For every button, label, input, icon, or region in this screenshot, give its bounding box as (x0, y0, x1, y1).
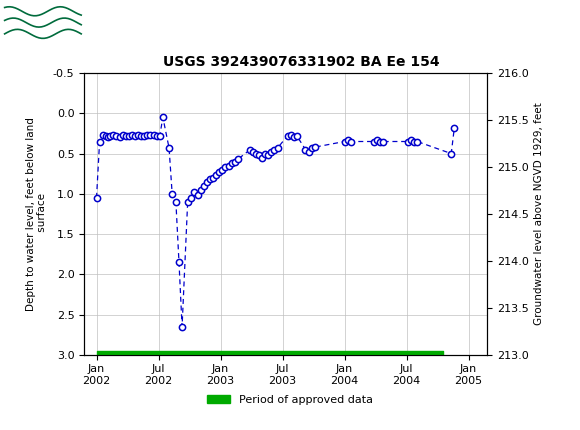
Y-axis label: Groundwater level above NGVD 1929, feet: Groundwater level above NGVD 1929, feet (534, 102, 545, 326)
Text: USGS: USGS (96, 14, 151, 31)
Text: USGS 392439076331902 BA Ee 154: USGS 392439076331902 BA Ee 154 (164, 55, 440, 69)
Y-axis label: Depth to water level, feet below land
 surface: Depth to water level, feet below land su… (26, 117, 47, 311)
Legend: Period of approved data: Period of approved data (203, 390, 377, 409)
